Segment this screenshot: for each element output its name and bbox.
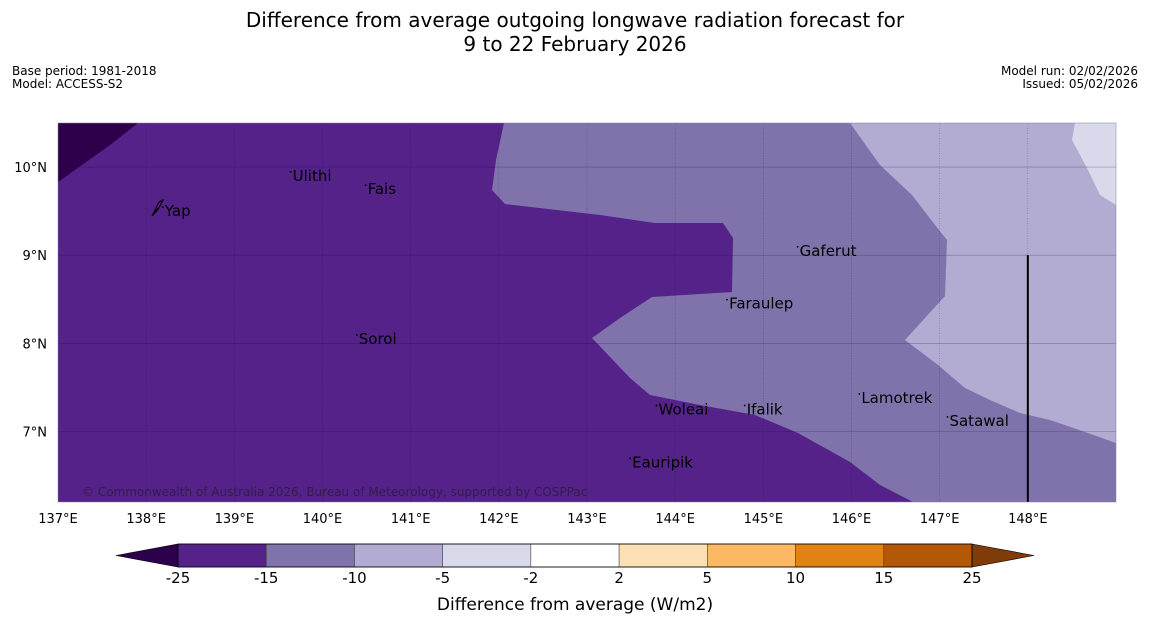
colorbar-bin	[442, 543, 532, 568]
colorbar-bin	[177, 543, 267, 568]
place-labels: Ulithi Fais Yap Gaferut Faraulep Sorol Lamotre…	[161, 167, 1009, 471]
lon-tick-label: 143°E	[567, 512, 607, 527]
colorbar-frame	[177, 543, 973, 568]
lat-tick-label: 10°N	[14, 161, 47, 176]
lon-tick-label: 145°E	[744, 512, 784, 527]
place-label: Eauripik	[632, 453, 693, 471]
lat-tick-label: 8°N	[23, 337, 48, 352]
map-frame	[57, 122, 1117, 503]
colorbar-bin	[354, 543, 443, 568]
meta-left: Base period: 1981-2018 Model: ACCESS-S2	[12, 65, 157, 91]
place-label: Yap	[164, 202, 191, 220]
island-marker	[726, 298, 728, 301]
colorbar-tick-label: -10	[342, 569, 367, 587]
colorbar-tick-label: 5	[703, 569, 713, 587]
lon-tick-label: 147°E	[920, 512, 960, 527]
lon-tick-label: 142°E	[479, 512, 519, 527]
graticule	[58, 123, 1116, 502]
island-marker	[946, 416, 949, 418]
meta-right: Model run: 02/02/2026 Issued: 05/02/2026	[1001, 65, 1138, 91]
colorbar-tick-label: 10	[786, 569, 805, 587]
base-period: Base period: 1981-2018	[12, 64, 157, 78]
lat-tick-label: 9°N	[23, 249, 48, 264]
island-marker	[655, 404, 658, 407]
copyright-notice: © Commonwealth of Australia 2026, Bureau…	[82, 485, 587, 499]
place-label: Ifalik	[747, 400, 783, 418]
lon-tick-label: 148°E	[1008, 512, 1048, 527]
island-marker	[355, 334, 358, 336]
model-name: Model: ACCESS-S2	[12, 77, 124, 91]
lon-tick-label: 144°E	[655, 512, 695, 527]
lat-tick-label: 7°N	[23, 425, 48, 440]
place-label: Woleai	[659, 400, 709, 418]
place-label: Ulithi	[293, 167, 332, 185]
island-marker	[364, 184, 367, 187]
latitude-labels: 10°N 9°N 8°N 7°N	[14, 161, 47, 440]
island-marker	[796, 245, 799, 248]
place-label: Faraulep	[729, 295, 793, 313]
colorbar-bin	[795, 543, 885, 568]
place-label: Sorol	[359, 330, 397, 348]
colorbar-tick-label: -25	[166, 569, 191, 587]
lon-tick-label: 137°E	[38, 512, 78, 527]
island-marker	[161, 206, 164, 209]
longitude-labels: 137°E 138°E 139°E 140°E 141°E 142°E 143°E 144°E…	[38, 512, 1047, 527]
colorbar-bin	[883, 543, 973, 568]
colorbar-tick-label: 25	[962, 569, 981, 587]
island-marker	[629, 457, 631, 460]
map-fields	[58, 123, 1116, 502]
place-label: Fais	[368, 180, 397, 198]
colorbar-max-extension	[971, 543, 1035, 568]
field-light	[850, 123, 1116, 443]
place-label: Lamotrek	[861, 389, 932, 407]
lon-tick-label: 141°E	[391, 512, 431, 527]
colorbar-tick-label: -15	[254, 569, 279, 587]
lon-tick-label: 138°E	[126, 512, 166, 527]
issued-date: Issued: 05/02/2026	[1022, 77, 1138, 91]
title-line-1: Difference from average outgoing longwav…	[245, 8, 905, 32]
colorbar-tick-label: 2	[614, 569, 624, 587]
colorbar-bin	[530, 543, 620, 568]
colorbar-bin	[707, 543, 796, 568]
lon-tick-label: 139°E	[215, 512, 255, 527]
colorbar-tick-label: -2	[523, 569, 538, 587]
colorbar-bin	[265, 543, 355, 568]
colorbar-tick-label: 15	[874, 569, 893, 587]
field-pale	[1072, 123, 1116, 205]
lon-tick-label: 146°E	[832, 512, 872, 527]
lon-tick-label: 140°E	[303, 512, 343, 527]
colorbar-label: Difference from average (W/m2)	[437, 595, 713, 615]
colorbar-bin	[618, 543, 708, 568]
colorbar-tick-label: -5	[435, 569, 450, 587]
yap-island-icon	[151, 198, 165, 217]
place-label: Satawal	[949, 412, 1008, 430]
island-marker	[858, 393, 861, 395]
field-deepest	[58, 123, 138, 182]
model-run: Model run: 02/02/2026	[1000, 64, 1138, 78]
colorbar: -25 -15 -10 -5 -2 2 5 10 15 25	[115, 543, 1035, 587]
colorbar-min-extension	[115, 543, 179, 568]
island-marker	[289, 170, 292, 173]
chart-title: Difference from average outgoing longwav…	[0, 8, 1150, 56]
place-label: Gaferut	[800, 242, 857, 260]
title-line-2: 9 to 22 February 2026	[463, 32, 687, 56]
island-marker	[743, 404, 746, 407]
